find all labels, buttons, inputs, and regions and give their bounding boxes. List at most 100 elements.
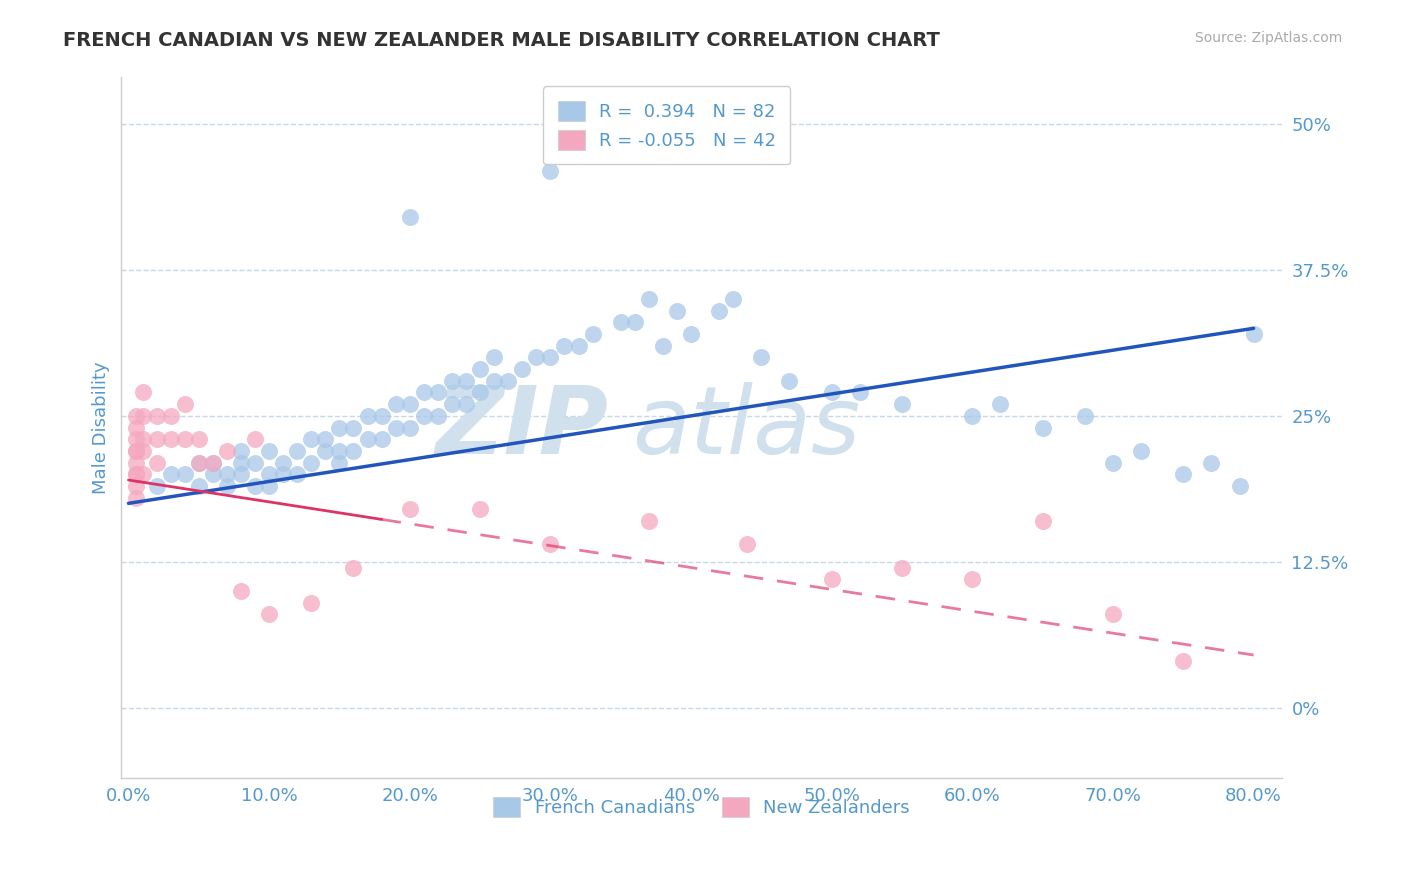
Point — [124, 420, 146, 434]
Point — [314, 443, 336, 458]
Point — [581, 327, 603, 342]
Point — [891, 560, 914, 574]
Point — [567, 339, 589, 353]
Point — [398, 397, 420, 411]
Point — [440, 397, 463, 411]
Point — [990, 397, 1012, 411]
Point — [145, 432, 167, 446]
Legend: French Canadians, New Zealanders: French Canadians, New Zealanders — [486, 790, 917, 824]
Point — [131, 443, 153, 458]
Point — [412, 385, 434, 400]
Point — [370, 409, 392, 423]
Point — [131, 385, 153, 400]
Point — [285, 443, 308, 458]
Point — [124, 432, 146, 446]
Point — [384, 397, 406, 411]
Point — [201, 456, 224, 470]
Point — [412, 409, 434, 423]
Point — [1102, 607, 1125, 622]
Point — [1243, 327, 1265, 342]
Point — [1074, 409, 1097, 423]
Point — [285, 467, 308, 482]
Point — [243, 432, 266, 446]
Point — [271, 467, 294, 482]
Point — [737, 537, 759, 551]
Point — [962, 409, 984, 423]
Point — [384, 420, 406, 434]
Point — [553, 339, 575, 353]
Point — [454, 397, 477, 411]
Point — [215, 443, 238, 458]
Point — [370, 432, 392, 446]
Point — [173, 432, 195, 446]
Text: FRENCH CANADIAN VS NEW ZEALANDER MALE DISABILITY CORRELATION CHART: FRENCH CANADIAN VS NEW ZEALANDER MALE DI… — [63, 31, 941, 50]
Point — [124, 443, 146, 458]
Point — [131, 467, 153, 482]
Point — [159, 409, 181, 423]
Point — [1201, 456, 1223, 470]
Point — [271, 456, 294, 470]
Point — [159, 467, 181, 482]
Point — [1130, 443, 1153, 458]
Point — [342, 420, 364, 434]
Point — [821, 572, 844, 586]
Point — [124, 467, 146, 482]
Point — [524, 351, 547, 365]
Point — [426, 385, 449, 400]
Point — [426, 409, 449, 423]
Point — [962, 572, 984, 586]
Point — [243, 456, 266, 470]
Point — [821, 385, 844, 400]
Point — [1173, 467, 1195, 482]
Point — [1102, 456, 1125, 470]
Point — [328, 456, 350, 470]
Point — [124, 467, 146, 482]
Point — [299, 456, 322, 470]
Point — [1229, 479, 1251, 493]
Point — [496, 374, 519, 388]
Point — [538, 163, 561, 178]
Point — [721, 292, 744, 306]
Point — [637, 292, 659, 306]
Point — [124, 491, 146, 505]
Point — [187, 479, 209, 493]
Point — [637, 514, 659, 528]
Point — [328, 443, 350, 458]
Point — [314, 432, 336, 446]
Point — [229, 467, 252, 482]
Point — [159, 432, 181, 446]
Point — [257, 467, 280, 482]
Point — [173, 467, 195, 482]
Text: atlas: atlas — [631, 382, 860, 473]
Point — [173, 397, 195, 411]
Point — [187, 432, 209, 446]
Point — [398, 502, 420, 516]
Point — [257, 607, 280, 622]
Point — [187, 456, 209, 470]
Point — [356, 409, 378, 423]
Point — [229, 443, 252, 458]
Point — [356, 432, 378, 446]
Point — [454, 374, 477, 388]
Point — [229, 583, 252, 598]
Point — [299, 432, 322, 446]
Point — [229, 456, 252, 470]
Point — [215, 467, 238, 482]
Point — [779, 374, 801, 388]
Point — [243, 479, 266, 493]
Point — [201, 456, 224, 470]
Point — [482, 351, 505, 365]
Point — [145, 409, 167, 423]
Point — [849, 385, 872, 400]
Point — [1032, 420, 1054, 434]
Point — [145, 456, 167, 470]
Text: Source: ZipAtlas.com: Source: ZipAtlas.com — [1195, 31, 1343, 45]
Point — [342, 443, 364, 458]
Point — [398, 211, 420, 225]
Point — [124, 443, 146, 458]
Point — [1173, 654, 1195, 668]
Point — [328, 420, 350, 434]
Point — [124, 456, 146, 470]
Point — [665, 303, 688, 318]
Point — [187, 456, 209, 470]
